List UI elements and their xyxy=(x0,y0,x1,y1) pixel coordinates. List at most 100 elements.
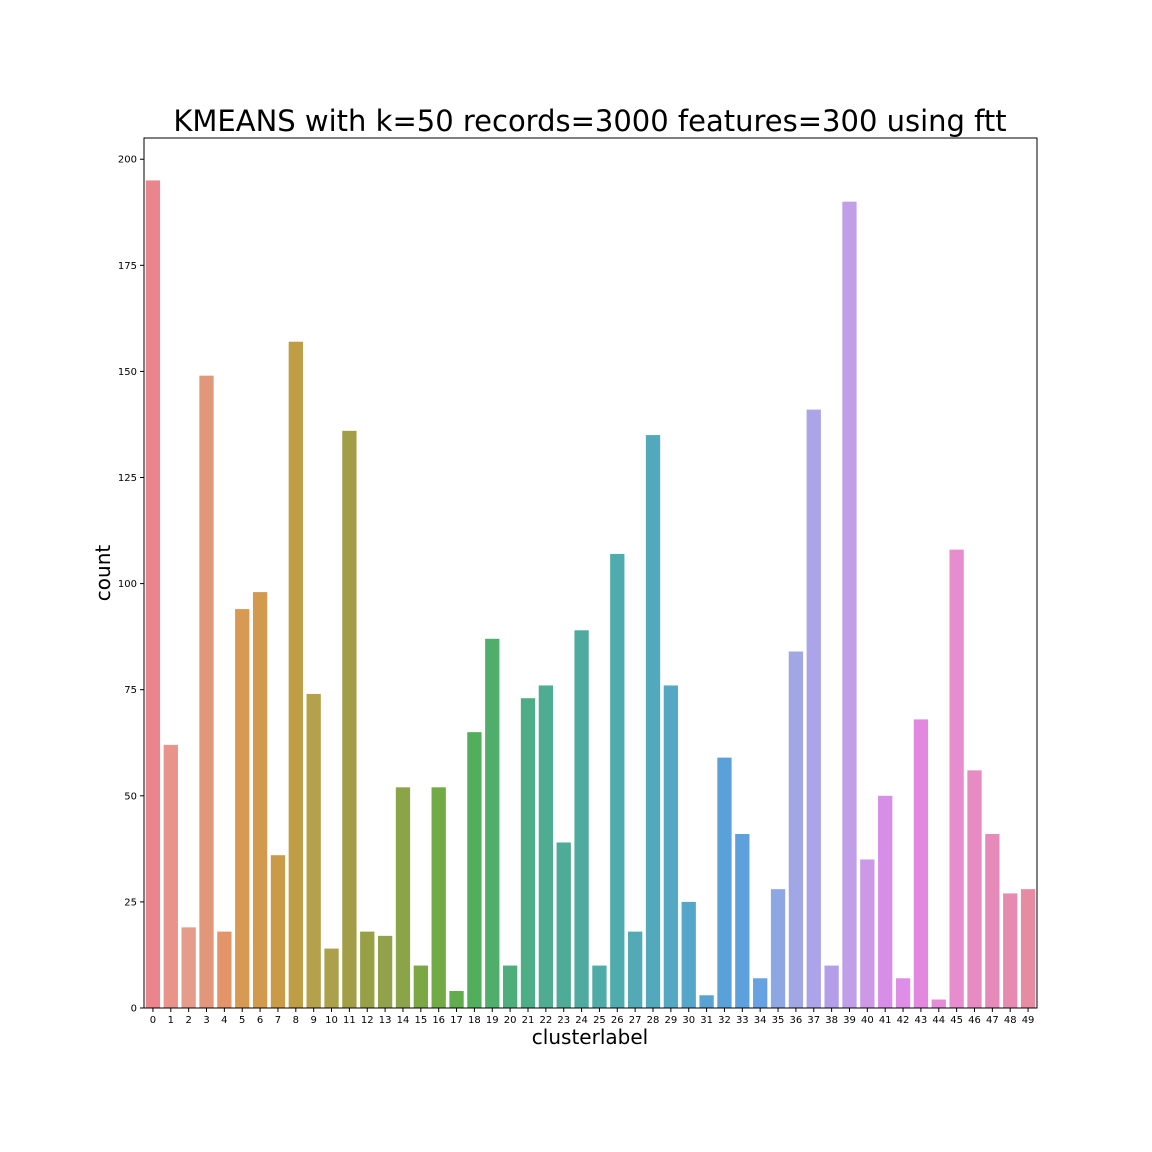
y-tick-label: 50 xyxy=(124,791,137,802)
x-tick-label: 5 xyxy=(239,1015,245,1026)
x-tick-label: 41 xyxy=(879,1015,892,1026)
y-tick-label: 200 xyxy=(118,155,137,166)
bar-34 xyxy=(753,978,768,1008)
x-tick-label: 23 xyxy=(557,1015,570,1026)
x-tick-label: 25 xyxy=(593,1015,606,1026)
x-tick-label: 37 xyxy=(807,1015,820,1026)
x-tick-label: 39 xyxy=(843,1015,856,1026)
x-tick-label: 21 xyxy=(522,1015,535,1026)
x-tick-label: 11 xyxy=(343,1015,356,1026)
bar-47 xyxy=(985,834,1000,1008)
bar-24 xyxy=(574,630,589,1008)
bar-40 xyxy=(860,859,875,1008)
x-tick-label: 4 xyxy=(221,1015,227,1026)
x-tick-label: 34 xyxy=(754,1015,767,1026)
bar-49 xyxy=(1020,889,1036,1008)
bar-1 xyxy=(163,744,178,1008)
bar-30 xyxy=(681,901,696,1008)
x-tick-label: 20 xyxy=(504,1015,517,1026)
x-tick-label: 32 xyxy=(718,1015,731,1026)
x-tick-label: 46 xyxy=(968,1015,981,1026)
y-tick-label: 100 xyxy=(118,579,137,590)
x-tick-label: 26 xyxy=(611,1015,624,1026)
x-tick-label: 9 xyxy=(310,1015,316,1026)
bar-9 xyxy=(306,693,321,1008)
x-axis-ticks: 0 1 2 3 4 5 6 7 8 9 10 11 12 13 14 15 16 17 18 19 20 21 22 23 24… xyxy=(150,1008,1035,1026)
x-tick-label: 17 xyxy=(450,1015,463,1026)
bar-48 xyxy=(1003,893,1018,1008)
y-axis-title: count xyxy=(91,545,115,602)
bar-0 xyxy=(145,180,161,1008)
bar-29 xyxy=(663,685,679,1008)
x-tick-label: 31 xyxy=(700,1015,713,1026)
bar-36 xyxy=(788,651,804,1008)
bar-44 xyxy=(931,999,946,1008)
x-tick-label: 44 xyxy=(932,1015,945,1026)
x-tick-label: 30 xyxy=(682,1015,695,1026)
bar-38 xyxy=(824,965,839,1008)
bar-20 xyxy=(502,965,518,1008)
y-tick-label: 125 xyxy=(118,473,137,484)
bar-15 xyxy=(413,965,428,1008)
bar-19 xyxy=(485,638,500,1008)
x-tick-label: 16 xyxy=(432,1015,445,1026)
bar-12 xyxy=(360,931,375,1008)
x-tick-label: 47 xyxy=(986,1015,999,1026)
bar-28 xyxy=(645,435,661,1008)
bars-group xyxy=(145,180,1036,1009)
x-tick-label: 1 xyxy=(168,1015,174,1026)
x-tick-label: 40 xyxy=(861,1015,874,1026)
x-tick-label: 33 xyxy=(736,1015,749,1026)
x-tick-label: 45 xyxy=(950,1015,963,1026)
bar-37 xyxy=(806,409,821,1008)
bar-32 xyxy=(717,757,732,1008)
bar-17 xyxy=(449,991,464,1008)
bar-3 xyxy=(199,375,214,1008)
x-axis-title: clusterlabel xyxy=(532,1025,648,1049)
x-tick-label: 10 xyxy=(325,1015,338,1026)
x-tick-label: 49 xyxy=(1022,1015,1035,1026)
x-tick-label: 13 xyxy=(379,1015,392,1026)
x-tick-label: 12 xyxy=(361,1015,374,1026)
x-tick-label: 48 xyxy=(1004,1015,1017,1026)
y-tick-label: 0 xyxy=(131,1004,137,1015)
bar-42 xyxy=(895,978,911,1008)
bar-11 xyxy=(342,430,357,1009)
bar-22 xyxy=(538,685,553,1008)
bar-39 xyxy=(842,201,857,1008)
bar-26 xyxy=(610,553,625,1008)
bar-31 xyxy=(699,995,714,1008)
x-tick-label: 36 xyxy=(790,1015,803,1026)
y-tick-label: 25 xyxy=(124,897,137,908)
x-tick-label: 43 xyxy=(915,1015,928,1026)
x-tick-label: 38 xyxy=(825,1015,838,1026)
y-tick-label: 150 xyxy=(118,367,137,378)
x-tick-label: 22 xyxy=(539,1015,552,1026)
x-tick-label: 24 xyxy=(575,1015,588,1026)
bar-41 xyxy=(878,795,893,1008)
x-tick-label: 28 xyxy=(647,1015,660,1026)
bar-45 xyxy=(949,549,964,1008)
x-tick-label: 15 xyxy=(414,1015,427,1026)
plot-frame xyxy=(143,137,1038,1009)
x-tick-label: 14 xyxy=(397,1015,410,1026)
bar-4 xyxy=(217,931,232,1008)
bar-5 xyxy=(235,609,250,1008)
bar-23 xyxy=(556,842,571,1008)
x-tick-label: 7 xyxy=(275,1015,281,1026)
x-tick-label: 18 xyxy=(468,1015,481,1026)
bar-13 xyxy=(377,935,393,1008)
bar-14 xyxy=(395,787,411,1008)
x-tick-label: 2 xyxy=(185,1015,191,1026)
bar-27 xyxy=(628,931,643,1008)
chart-title: KMEANS with k=50 records=3000 features=3… xyxy=(173,104,1006,138)
x-tick-label: 6 xyxy=(257,1015,263,1026)
x-tick-label: 0 xyxy=(150,1015,156,1026)
x-tick-label: 3 xyxy=(203,1015,209,1026)
bar-21 xyxy=(520,698,536,1008)
bar-16 xyxy=(431,787,446,1008)
bar-25 xyxy=(592,965,607,1008)
x-tick-label: 8 xyxy=(293,1015,299,1026)
bar-10 xyxy=(324,948,339,1008)
